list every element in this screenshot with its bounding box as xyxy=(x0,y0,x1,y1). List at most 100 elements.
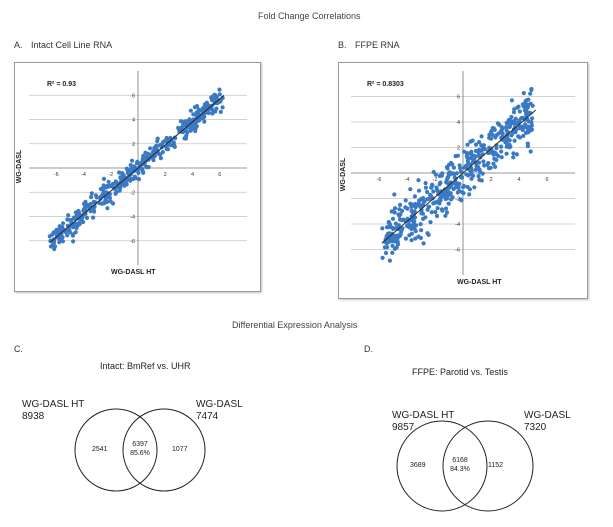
data-point xyxy=(171,140,176,145)
data-point xyxy=(503,140,508,145)
data-point xyxy=(380,255,385,260)
data-point xyxy=(380,226,385,231)
data-point xyxy=(505,136,510,141)
venn-d-left-circle xyxy=(396,420,488,512)
venn-c-overlap: 6397 85.6% xyxy=(126,440,154,458)
venn-c-left-only: 2541 xyxy=(92,446,108,453)
data-point xyxy=(508,144,513,149)
data-point xyxy=(393,221,398,226)
data-point xyxy=(81,208,86,213)
data-point xyxy=(479,143,484,148)
data-point xyxy=(392,246,397,251)
data-point xyxy=(105,206,110,211)
r-squared-label: R² = 0.93 xyxy=(47,81,76,88)
data-point xyxy=(385,231,390,236)
data-point xyxy=(400,208,405,213)
data-point xyxy=(194,104,200,109)
scatter-plot-intact: -6 -4 -2 2 4 6 -6 -4 -2 2 4 6 R² = 0.93 WG-DASL HT … xyxy=(14,62,261,292)
data-point xyxy=(152,145,157,151)
data-point xyxy=(413,202,418,207)
data-point xyxy=(182,136,187,141)
data-point xyxy=(482,163,487,168)
data-point xyxy=(521,133,526,138)
data-point xyxy=(101,189,106,194)
data-point xyxy=(417,198,422,203)
trend-line xyxy=(381,109,537,244)
data-point xyxy=(146,165,151,170)
data-point xyxy=(445,196,450,201)
y-tick-label: 6 xyxy=(457,95,460,101)
panel-b-title: FFPE RNA xyxy=(355,40,400,50)
data-point xyxy=(472,185,477,190)
data-point xyxy=(400,218,405,223)
data-point xyxy=(516,134,521,139)
x-tick-label: -2 xyxy=(108,172,113,178)
data-point xyxy=(467,192,472,197)
data-point xyxy=(60,225,65,230)
venn-d-left-label: WG-DASL HT xyxy=(392,410,455,421)
data-point xyxy=(473,142,479,147)
y-tick-label: -2 xyxy=(130,190,135,196)
scatter-plot-ffpe: -6 -4 -2 2 4 6 -6 -4 -2 2 4 6 R² = 0.8303 WG-DASL H… xyxy=(338,62,588,299)
data-point xyxy=(398,202,403,207)
data-point xyxy=(517,109,522,114)
venn-d-right-only: 1152 xyxy=(488,462,504,469)
data-point xyxy=(511,155,516,160)
data-point xyxy=(524,111,529,116)
trend-line xyxy=(49,95,225,244)
data-point xyxy=(504,128,509,133)
data-point xyxy=(155,139,160,144)
venn-c-title: Intact: BmRef vs. UHR xyxy=(100,361,191,371)
data-point xyxy=(409,238,414,243)
data-point xyxy=(409,226,414,231)
page-title: Fold Change Correlations xyxy=(258,11,361,21)
y-tick-label: -6 xyxy=(455,248,460,254)
data-point xyxy=(504,151,509,156)
data-point xyxy=(513,130,518,135)
data-point xyxy=(434,213,440,219)
data-point xyxy=(451,165,456,170)
data-point xyxy=(438,198,443,203)
data-point xyxy=(409,208,414,214)
data-point xyxy=(418,204,423,209)
y-axis-title: WG-DASL xyxy=(340,157,348,192)
data-point xyxy=(106,179,111,184)
panel-b-label: B. FFPE RNA xyxy=(338,40,400,50)
data-point xyxy=(84,215,90,220)
data-point xyxy=(390,250,395,255)
data-point xyxy=(421,199,426,204)
data-point xyxy=(521,91,526,96)
data-point xyxy=(526,124,531,129)
data-point xyxy=(416,178,421,183)
data-point xyxy=(504,144,509,149)
data-point xyxy=(136,177,142,182)
venn-c-left-set: WG-DASL HT 8938 xyxy=(22,399,84,423)
data-point xyxy=(94,195,99,200)
data-point xyxy=(210,111,215,116)
data-point xyxy=(530,116,535,121)
data-point xyxy=(495,121,500,126)
data-point xyxy=(412,219,417,224)
y-tick-label: -4 xyxy=(130,215,135,221)
venn-c-overlap-count: 6397 xyxy=(132,441,148,448)
data-point xyxy=(76,210,82,215)
x-tick-label: -4 xyxy=(405,177,410,183)
data-point xyxy=(201,109,206,114)
data-point xyxy=(456,185,461,190)
data-point xyxy=(158,152,163,157)
data-point xyxy=(464,172,469,177)
data-point xyxy=(481,159,486,164)
data-point xyxy=(183,119,188,124)
data-point xyxy=(421,241,426,246)
panel-a-label: A. Intact Cell Line RNA xyxy=(14,40,112,50)
data-point xyxy=(513,120,518,126)
data-point xyxy=(435,188,440,194)
data-point xyxy=(74,225,79,231)
data-point xyxy=(423,181,428,186)
data-point xyxy=(499,155,504,160)
x-tick-label: 2 xyxy=(164,172,167,178)
data-point xyxy=(52,246,57,252)
data-point xyxy=(426,232,431,237)
data-point xyxy=(490,132,495,137)
data-point xyxy=(383,250,389,256)
